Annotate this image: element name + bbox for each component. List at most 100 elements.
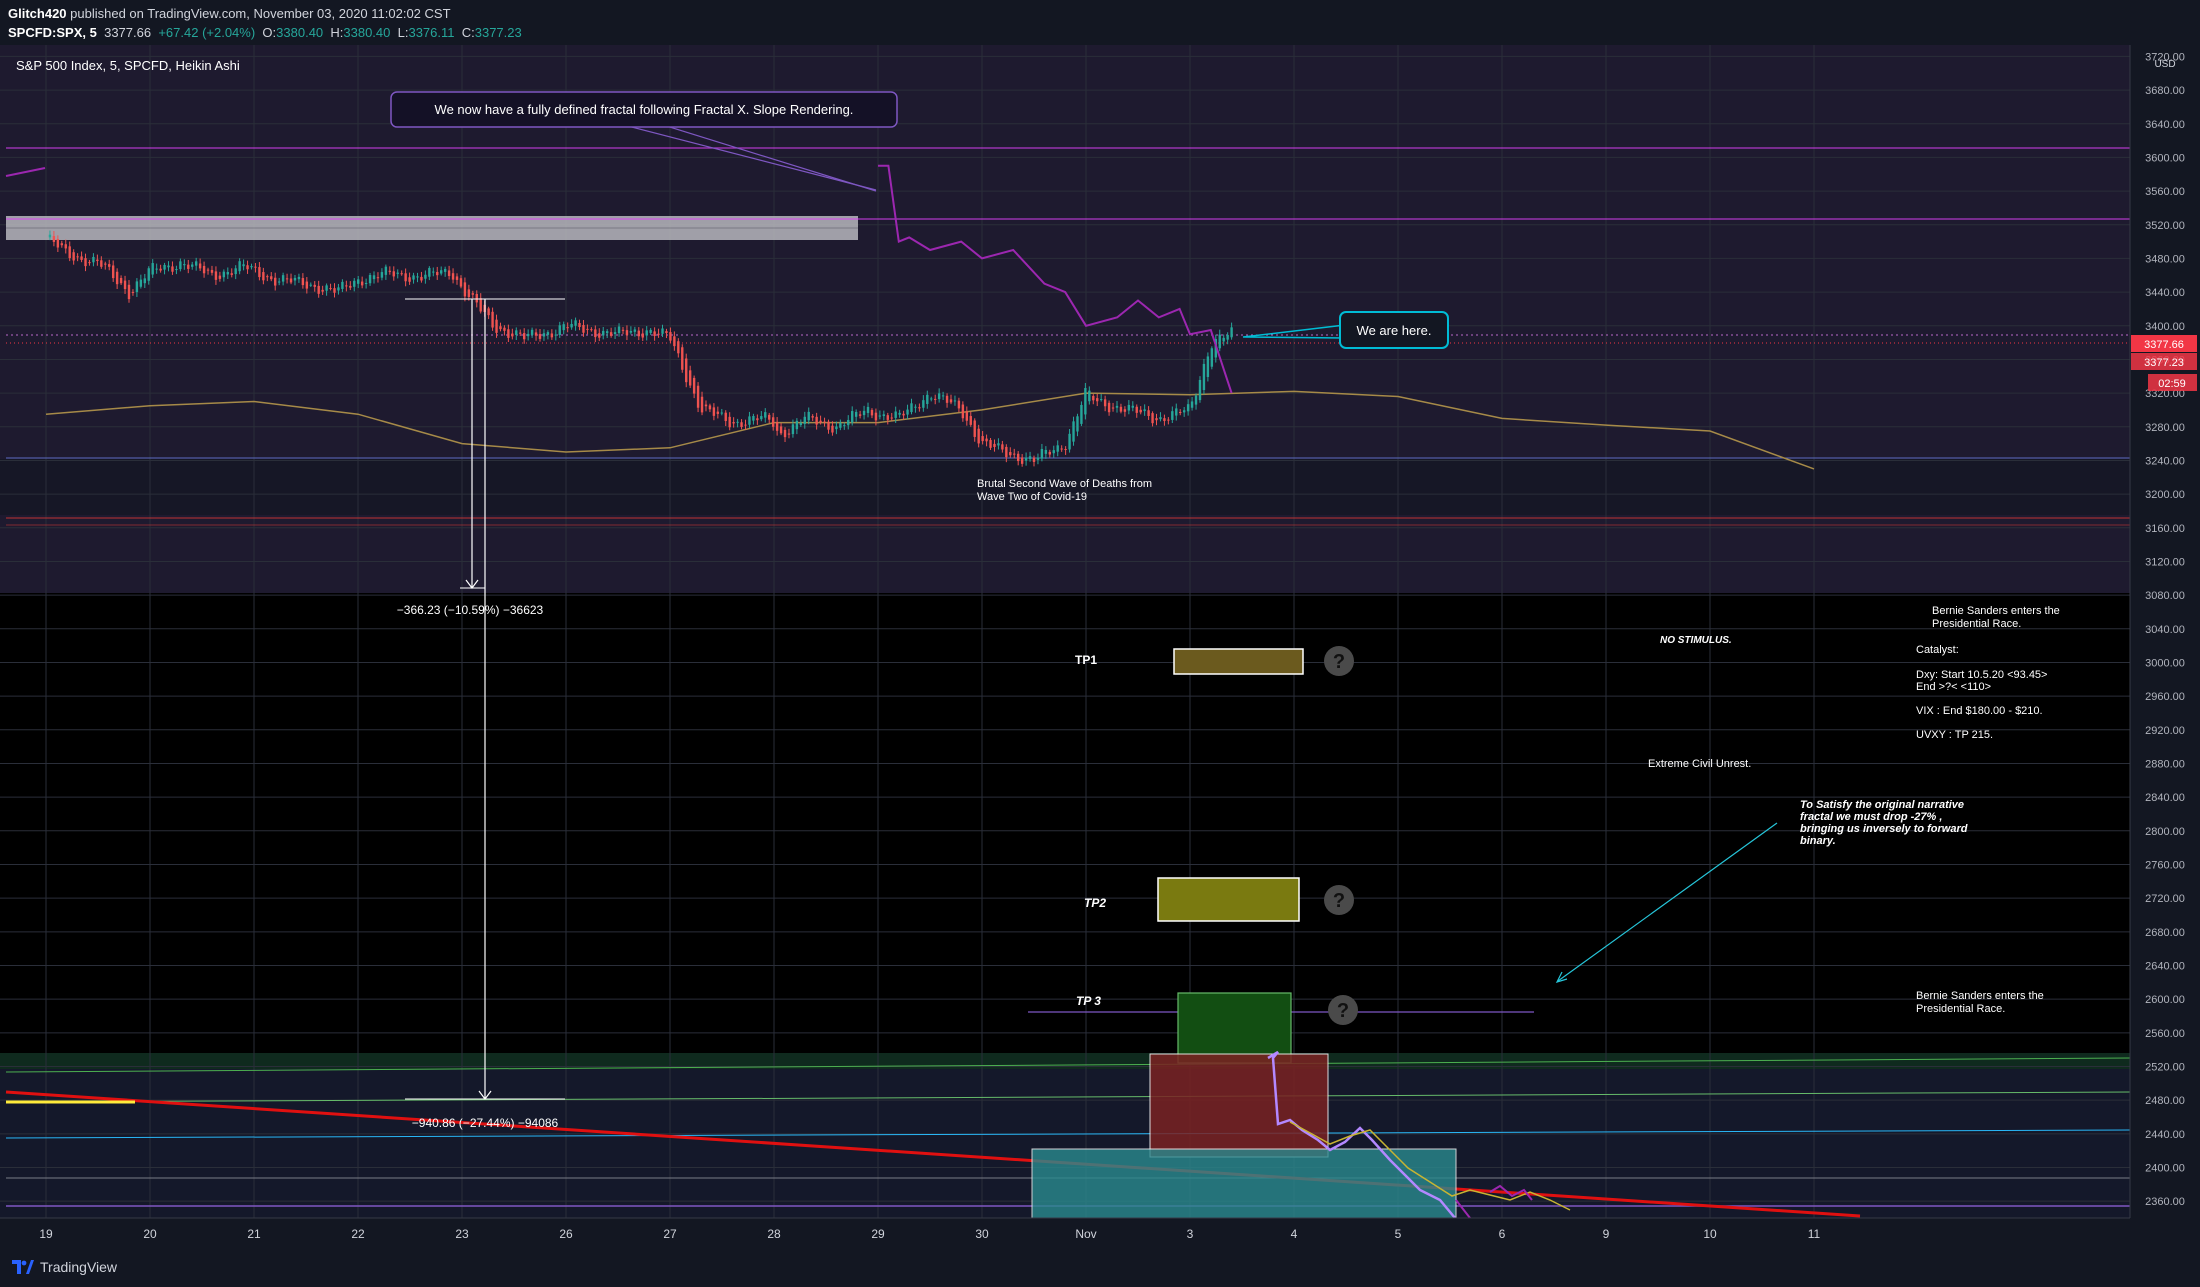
candle-body [1044, 449, 1048, 454]
candle-body [119, 277, 123, 284]
candle-body [368, 275, 372, 284]
price-tick-label: 2920.00 [2145, 725, 2185, 737]
candle-body [918, 407, 921, 409]
candle-body [1056, 445, 1059, 452]
price-tick-label: 3040.00 [2145, 624, 2185, 636]
candle-body [455, 276, 459, 280]
candle-body [1107, 402, 1111, 413]
time-tick-label: 11 [1808, 1227, 1821, 1241]
candle-body [115, 271, 119, 285]
narrative-arrow-line [1557, 822, 1778, 982]
candle-body [1151, 413, 1154, 424]
candle-body [1175, 408, 1178, 416]
price-axis-bg[interactable] [2130, 45, 2200, 1218]
candle-body [530, 329, 534, 336]
candle-body [68, 246, 71, 259]
candle-body [847, 419, 850, 426]
candle-body [874, 412, 878, 421]
candle-body [428, 267, 431, 277]
candle-body [88, 262, 91, 264]
candle-body [309, 284, 312, 286]
candle-body [823, 421, 826, 423]
candle-body [467, 289, 471, 297]
candle-body [526, 333, 530, 337]
candle-body [538, 334, 542, 339]
candle-body [732, 422, 735, 424]
candle-body [681, 347, 684, 370]
candle-body [811, 416, 814, 418]
candle-body [736, 421, 739, 423]
candle-body [1080, 404, 1083, 424]
candle-body [202, 265, 206, 274]
candle-body [76, 256, 79, 258]
candle-body [1179, 411, 1182, 413]
candle-body [586, 328, 589, 330]
symbol-name[interactable]: SPCFD:SPX, 5 [8, 25, 97, 40]
candle-body [270, 276, 273, 280]
price-chart[interactable]: We now have a fully defined fractal foll… [0, 0, 2200, 1248]
candle-body [957, 400, 961, 409]
candle-body [325, 285, 328, 291]
candle-body [815, 416, 818, 425]
time-tick-label: 19 [39, 1227, 53, 1241]
candle-body [989, 439, 992, 448]
published-text: published on TradingView.com, November 0… [70, 6, 451, 21]
last-price-tag: 3377.66 [2144, 339, 2184, 351]
candle-body [187, 264, 190, 269]
candle-body [96, 259, 99, 262]
candle-body [637, 330, 640, 337]
candle-body [1072, 421, 1075, 442]
candle-body [293, 277, 297, 281]
candle-body [886, 415, 889, 420]
time-tick-label: 23 [455, 1227, 469, 1241]
candle-body [357, 279, 360, 284]
horizontal-grid [0, 55, 2130, 1202]
candle-body [72, 252, 75, 261]
author-name[interactable]: Glitch420 [8, 6, 67, 21]
teal-zone [1031, 1148, 1457, 1220]
candle-body [685, 358, 688, 383]
candle-body [396, 272, 399, 274]
candle-body [412, 275, 415, 280]
candle-body [163, 264, 166, 270]
time-tick-label: 30 [975, 1227, 989, 1241]
candle-body [1119, 406, 1123, 412]
tp3-zone [1177, 992, 1292, 1064]
countdown-tag-bg [2148, 374, 2197, 391]
tradingview-logo[interactable]: TradingView [12, 1259, 117, 1275]
candle-body [226, 272, 229, 275]
candle-body [669, 332, 672, 341]
low-label: L: [397, 25, 409, 40]
candle-body [692, 377, 696, 394]
candle-body [1194, 395, 1198, 405]
candle-body [902, 413, 905, 416]
tp2-label: TP2 [1084, 896, 1106, 910]
candle-body [1155, 418, 1158, 421]
candle-body [783, 429, 787, 438]
price-tick-label: 3560.00 [2145, 186, 2185, 198]
candle-body [1064, 448, 1067, 450]
price-tick-label: 3640.00 [2145, 119, 2185, 131]
candle-body [1143, 409, 1146, 412]
currency-label: USD [2154, 59, 2175, 70]
candle-body [1052, 450, 1055, 454]
candle-body [985, 438, 988, 442]
candle-body [266, 276, 269, 278]
candle-body [937, 393, 941, 400]
catalyst-label: Catalyst: [1916, 644, 1959, 656]
candle-body [123, 280, 127, 290]
candle-body [787, 433, 791, 435]
candle-body [771, 417, 775, 427]
price-change: +67.42 (+2.04%) [158, 25, 256, 40]
candle-body [317, 285, 320, 294]
candle-body [1016, 453, 1020, 462]
candle-body [949, 399, 953, 403]
no-stimulus-note: NO STIMULUS. [1660, 635, 1732, 646]
candle-body [1099, 399, 1103, 401]
candle-body [562, 324, 565, 331]
price-tick-label: 2720.00 [2145, 893, 2185, 905]
time-axis-bg[interactable] [0, 1218, 2200, 1248]
candle-body [605, 331, 609, 334]
candle-body [550, 333, 554, 338]
narrative-note: To Satisfy the original narrative fracta… [1800, 799, 1971, 847]
